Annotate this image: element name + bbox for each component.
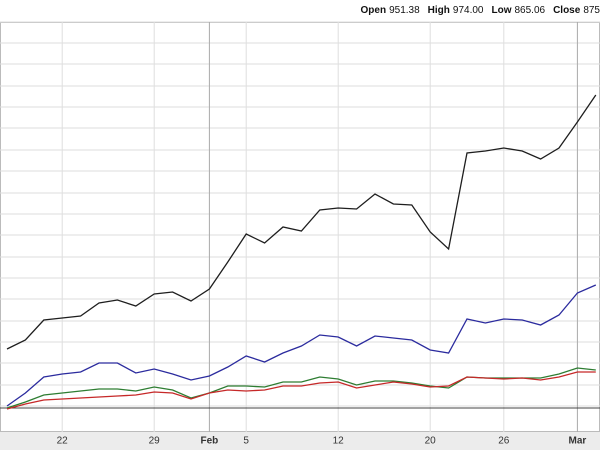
ohlc-header: Open 951.38 High 974.00 Low 865.06 Close 875	[0, 0, 600, 22]
ohlc-value: 974.00	[452, 5, 484, 16]
x-tick-label: 20	[425, 436, 437, 447]
ohlc-value: 951.38	[389, 5, 420, 16]
ohlc-label: Low	[491, 5, 512, 16]
series-line	[6, 371, 596, 410]
x-tick-label: Mar	[569, 436, 587, 447]
x-tick-label: 12	[333, 436, 345, 447]
x-tick-label: 26	[498, 436, 510, 447]
ohlc-label: Open	[360, 5, 387, 16]
series-line	[6, 94, 597, 350]
plot-frame	[0, 22, 600, 432]
series-line	[6, 367, 596, 409]
ohlc-value: 875	[583, 5, 600, 16]
series-line	[6, 284, 597, 407]
ohlc-value: 865.06	[514, 5, 546, 16]
ohlc-label: Close	[553, 5, 581, 16]
x-axis-band	[0, 432, 600, 450]
x-tick-label: 22	[57, 436, 69, 447]
x-tick-label: 5	[243, 436, 249, 447]
x-tick-label: Feb	[201, 436, 219, 447]
x-tick-label: 29	[149, 436, 161, 447]
ohlc-label: High	[427, 5, 450, 16]
